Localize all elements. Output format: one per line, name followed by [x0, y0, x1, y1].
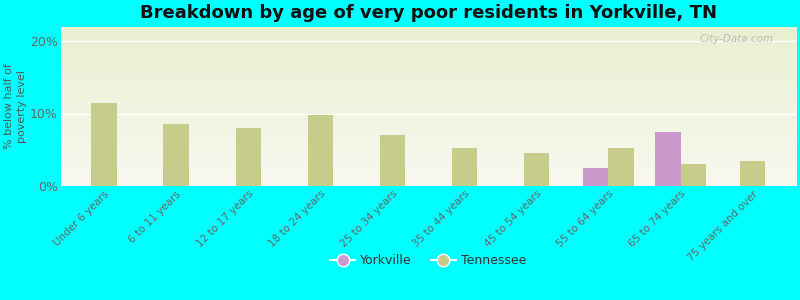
Bar	[308, 115, 333, 186]
Bar	[524, 153, 549, 186]
Bar	[655, 132, 681, 186]
Title: Breakdown by age of very poor residents in Yorkville, TN: Breakdown by age of very poor residents …	[140, 4, 717, 22]
Y-axis label: % below half of
poverty level: % below half of poverty level	[4, 63, 27, 149]
Bar	[380, 135, 405, 186]
Legend: Yorkville, Tennessee: Yorkville, Tennessee	[326, 249, 531, 272]
Bar	[235, 128, 261, 186]
Bar	[740, 160, 766, 186]
Bar	[583, 168, 609, 186]
Text: City-Data.com: City-Data.com	[700, 34, 774, 44]
Bar	[91, 103, 117, 186]
Bar	[681, 164, 706, 186]
Bar	[609, 148, 634, 186]
Bar	[163, 124, 189, 186]
Bar	[452, 148, 477, 186]
